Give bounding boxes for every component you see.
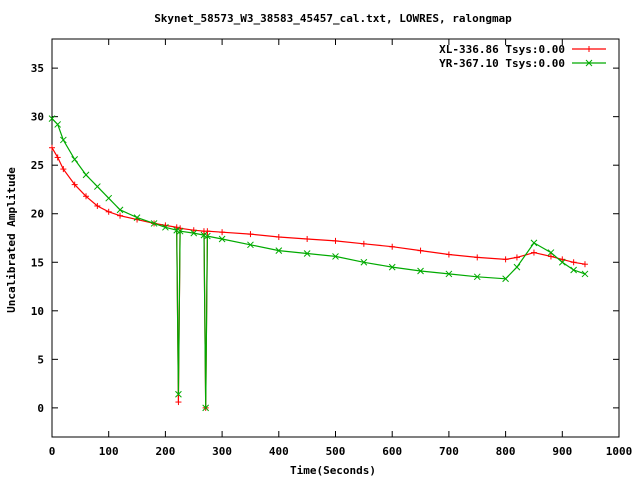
data-point [83, 193, 90, 200]
data-point [204, 228, 211, 235]
data-point [247, 231, 254, 238]
data-point [547, 253, 554, 260]
data-point [105, 194, 113, 202]
data-point [513, 263, 521, 271]
data-point [49, 144, 55, 151]
x-tick-label: 400 [269, 445, 289, 458]
y-tick-label: 5 [37, 353, 44, 366]
data-point [360, 258, 368, 266]
data-point [175, 399, 182, 406]
x-tick-label: 700 [439, 445, 459, 458]
data-point [417, 247, 424, 254]
y-tick-label: 0 [37, 402, 44, 415]
chart-title: Skynet_58573_W3_38583_45457_cal.txt, LOW… [154, 12, 512, 25]
data-point [304, 235, 311, 242]
data-point [502, 256, 509, 263]
x-tick-label: 800 [496, 445, 516, 458]
data-point [417, 267, 424, 275]
data-point [332, 237, 339, 244]
data-point [71, 156, 79, 163]
data-point [547, 249, 555, 256]
x-tick-label: 200 [155, 445, 175, 458]
data-point [175, 390, 182, 398]
data-point [332, 253, 339, 260]
y-tick-label: 25 [31, 159, 44, 172]
data-point [570, 266, 577, 274]
data-point [275, 247, 283, 254]
data-point [388, 263, 396, 271]
series-layer [48, 115, 589, 412]
data-point [204, 232, 211, 240]
data-point [502, 275, 509, 283]
series-line-1 [51, 118, 586, 408]
x-axis-ticks: 0 100 200 300 400 500 600 700 800 900 1000 [49, 39, 633, 458]
y-axis-label: Uncalibrated Amplitude [5, 167, 18, 313]
data-point [48, 115, 56, 122]
data-point [247, 241, 254, 249]
data-point [530, 239, 538, 247]
data-point [389, 243, 396, 250]
x-tick-label: 600 [382, 445, 402, 458]
data-point [559, 256, 566, 263]
legend-label: XL-336.86 Tsys:0.00 [439, 43, 565, 56]
data-point [581, 270, 589, 278]
data-point [303, 250, 311, 257]
data-point [474, 254, 481, 261]
data-point [445, 251, 452, 258]
x-tick-label: 1000 [606, 445, 633, 458]
y-tick-label: 20 [31, 208, 44, 221]
data-point [94, 202, 101, 209]
x-tick-label: 500 [326, 445, 346, 458]
data-point [190, 227, 197, 234]
legend-label: YR-367.10 Tsys:0.00 [439, 57, 565, 70]
y-tick-label: 30 [31, 111, 44, 124]
data-point [82, 171, 90, 179]
data-point [445, 270, 453, 278]
data-point [54, 121, 62, 128]
x-tick-label: 100 [99, 445, 119, 458]
data-point [190, 229, 198, 237]
data-point [513, 254, 520, 261]
data-point [473, 273, 481, 281]
x-tick-label: 900 [552, 445, 572, 458]
data-point [176, 227, 184, 235]
data-point [150, 220, 158, 227]
data-point [94, 183, 101, 190]
data-point [570, 259, 577, 266]
x-tick-label: 300 [212, 445, 232, 458]
y-tick-label: 10 [31, 305, 44, 318]
data-point [219, 229, 226, 236]
data-point [581, 261, 588, 268]
data-point [60, 166, 67, 173]
data-point [117, 212, 124, 219]
data-point [133, 214, 141, 221]
x-tick-label: 0 [49, 445, 56, 458]
data-point [173, 224, 180, 231]
data-point [71, 181, 78, 188]
data-point [275, 234, 282, 241]
x-axis-label: Time(Seconds) [290, 464, 376, 477]
y-tick-label: 15 [31, 256, 44, 269]
y-tick-label: 35 [31, 62, 44, 75]
legend-marker [585, 59, 593, 67]
data-point [530, 249, 537, 256]
data-point [105, 208, 112, 215]
data-point [202, 404, 210, 412]
data-point [558, 258, 566, 266]
data-point [162, 223, 169, 231]
data-point [59, 136, 67, 144]
data-point [116, 206, 124, 214]
data-point [360, 240, 367, 247]
y-axis-ticks: 0 5 10 15 20 25 30 35 [31, 62, 619, 415]
data-point [54, 154, 61, 161]
data-point [218, 235, 226, 243]
